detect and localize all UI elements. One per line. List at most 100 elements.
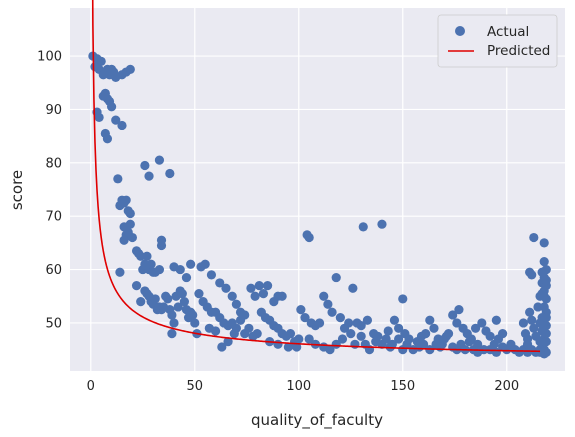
data-point [167,310,177,320]
data-point [491,315,501,325]
data-point [262,280,273,291]
data-point [175,264,185,275]
data-point [452,318,462,328]
data-point [277,291,287,301]
data-point [296,305,306,315]
data-point [146,259,156,269]
legend-box [437,14,558,68]
data-point [246,283,256,293]
data-point [429,323,439,333]
data-point [167,329,177,339]
data-point [377,219,387,229]
data-point [177,288,187,299]
data-point [346,329,356,339]
predicted-line [91,0,541,353]
y-tick-label: 60 [45,263,62,278]
data-point [527,270,537,280]
data-point [254,280,264,291]
data-point [522,334,533,344]
data-point [136,297,146,307]
data-point [319,291,329,301]
data-point [402,339,412,349]
x-tick-labels: 0 50 100 150 200 [87,379,520,394]
data-point [389,315,400,325]
data-point [421,329,431,339]
data-point [96,56,106,66]
x-tick-label: 200 [494,379,519,394]
data-point [217,342,227,352]
data-point [541,337,551,347]
y-tick-label: 50 [45,316,62,331]
data-point [229,329,239,339]
data-point [541,313,551,323]
data-point [448,310,458,320]
data-point [194,288,204,299]
data-point [304,334,314,344]
data-point [181,272,192,283]
y-tick-label: 70 [45,210,62,225]
legend-marker-actual [455,26,465,36]
data-point [314,318,325,328]
data-point [285,329,296,339]
data-point [485,331,495,341]
data-point [518,318,529,328]
data-point [200,259,210,269]
x-axis-label: quality_of_faculty [251,411,383,430]
data-point [529,232,539,243]
data-point [337,334,348,344]
y-tick-label: 90 [45,103,62,118]
data-point [398,294,408,304]
data-point [125,64,135,74]
data-point [231,299,241,309]
data-point [125,219,135,229]
data-point [210,326,221,336]
data-point [144,171,154,181]
data-point [541,264,551,275]
data-point [331,272,341,283]
data-point [325,345,335,355]
y-axis-label: score [8,170,26,210]
data-point [106,102,117,112]
data-point [252,329,262,339]
data-point [381,334,391,344]
data-point [223,337,233,347]
data-point [117,120,127,131]
data-point [283,342,293,352]
data-point [383,326,393,336]
data-point [292,342,302,352]
data-point [186,259,196,269]
data-point [418,339,429,349]
data-point [356,331,366,341]
data-point [425,315,435,325]
data-point [121,195,131,205]
data-point [527,315,537,325]
data-point [498,329,508,339]
data-point [94,112,104,123]
data-point [221,283,231,293]
data-point [258,288,269,299]
data-point [119,235,129,245]
data-point [140,160,150,171]
data-point [227,291,237,301]
data-point [394,323,404,333]
predicted-line-group [91,0,541,353]
data-point [127,232,137,243]
data-point [273,339,283,349]
data-point [344,318,354,328]
data-point [539,238,549,248]
data-point [131,280,142,291]
data-point [387,339,397,349]
data-point [215,278,225,288]
data-point [102,134,113,144]
data-point [473,339,483,349]
legend: Actual Predicted [437,14,558,68]
data-point [125,208,135,219]
data-point [435,342,445,352]
data-point [190,318,200,328]
data-point [115,267,125,277]
data-point [154,264,165,275]
data-point [179,297,189,307]
legend-label-actual: Actual [487,24,529,40]
data-point [173,302,183,312]
